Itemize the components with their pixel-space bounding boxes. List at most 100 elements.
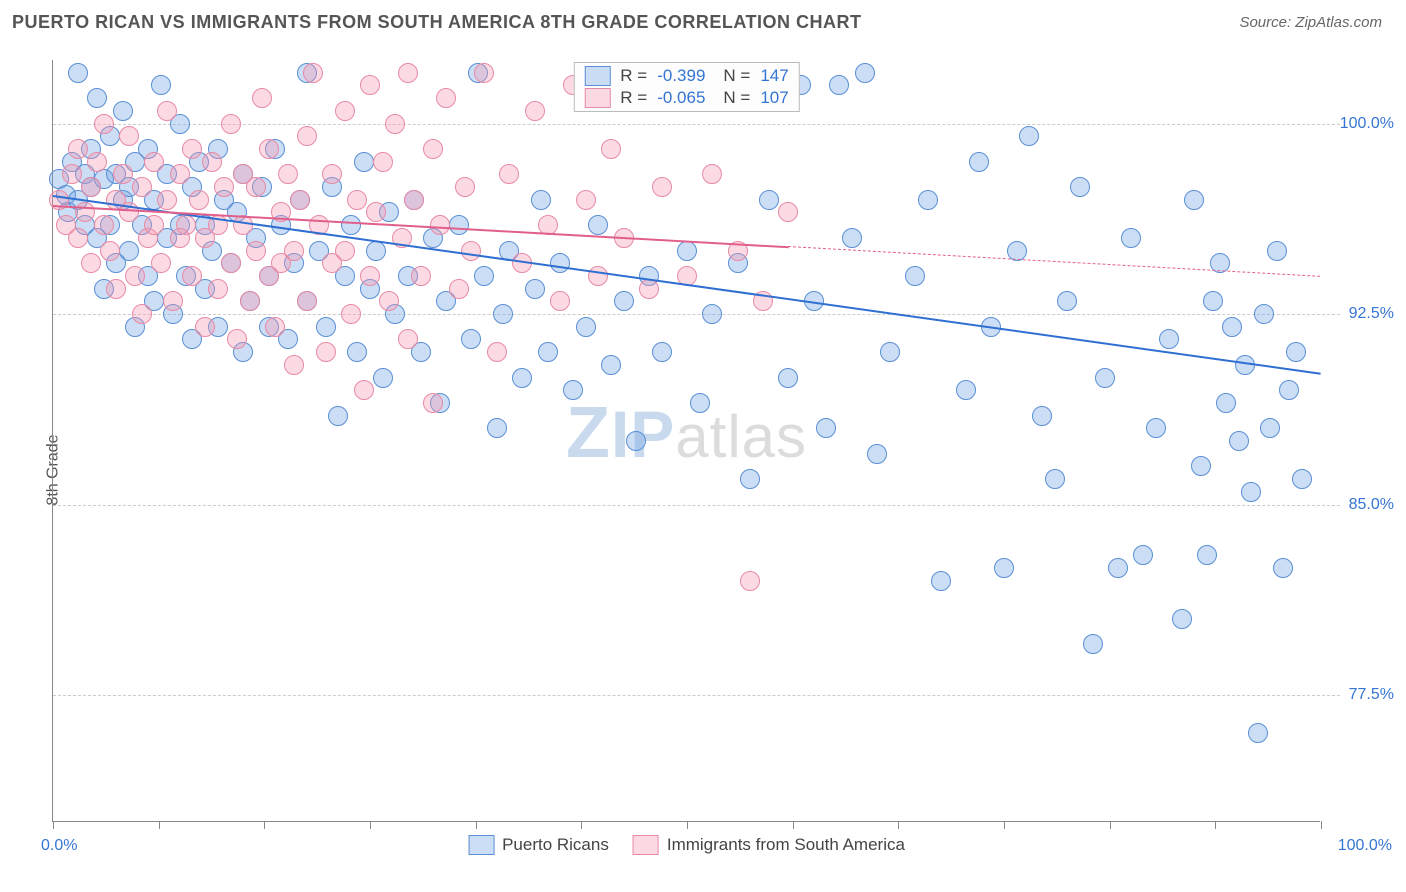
- data-point: [284, 355, 304, 375]
- data-point: [347, 190, 367, 210]
- data-point: [1121, 228, 1141, 248]
- data-point: [385, 114, 405, 134]
- data-point: [398, 329, 418, 349]
- data-point: [132, 177, 152, 197]
- data-point: [880, 342, 900, 362]
- legend-correlation: R =-0.399N =147R =-0.065N =107: [573, 62, 799, 112]
- data-point: [341, 304, 361, 324]
- data-point: [430, 215, 450, 235]
- x-tick: [370, 821, 371, 829]
- data-point: [1032, 406, 1052, 426]
- legend-row: R =-0.065N =107: [584, 87, 788, 109]
- data-point: [1241, 482, 1261, 502]
- chart-title: PUERTO RICAN VS IMMIGRANTS FROM SOUTH AM…: [12, 12, 862, 33]
- data-point: [373, 152, 393, 172]
- data-point: [335, 101, 355, 121]
- data-point: [354, 152, 374, 172]
- data-point: [759, 190, 779, 210]
- data-point: [1286, 342, 1306, 362]
- data-point: [119, 126, 139, 146]
- data-point: [290, 190, 310, 210]
- data-point: [398, 63, 418, 83]
- data-point: [702, 164, 722, 184]
- data-point: [246, 241, 266, 261]
- data-point: [449, 279, 469, 299]
- x-tick: [1110, 821, 1111, 829]
- data-point: [525, 101, 545, 121]
- data-point: [1267, 241, 1287, 261]
- x-tick: [159, 821, 160, 829]
- legend-label: Puerto Ricans: [502, 835, 609, 855]
- legend-swatch: [584, 88, 610, 108]
- data-point: [1229, 431, 1249, 451]
- legend-r-label: R =: [620, 66, 647, 86]
- data-point: [652, 342, 672, 362]
- data-point: [1203, 291, 1223, 311]
- data-point: [189, 190, 209, 210]
- chart-header: PUERTO RICAN VS IMMIGRANTS FROM SOUTH AM…: [0, 0, 1406, 41]
- data-point: [366, 202, 386, 222]
- data-point: [182, 139, 202, 159]
- data-point: [740, 469, 760, 489]
- data-point: [335, 241, 355, 261]
- data-point: [68, 63, 88, 83]
- data-point: [525, 279, 545, 299]
- data-point: [531, 190, 551, 210]
- x-axis-label-left: 0.0%: [41, 837, 77, 855]
- data-point: [125, 266, 145, 286]
- data-point: [284, 241, 304, 261]
- data-point: [1216, 393, 1236, 413]
- data-point: [423, 393, 443, 413]
- data-point: [259, 139, 279, 159]
- data-point: [1133, 545, 1153, 565]
- x-tick: [898, 821, 899, 829]
- legend-swatch: [468, 835, 494, 855]
- data-point: [576, 190, 596, 210]
- trend-line: [788, 246, 1321, 277]
- legend-n-label: N =: [723, 66, 750, 86]
- data-point: [265, 317, 285, 337]
- data-point: [652, 177, 672, 197]
- data-point: [221, 114, 241, 134]
- data-point: [328, 406, 348, 426]
- data-point: [867, 444, 887, 464]
- x-tick: [264, 821, 265, 829]
- data-point: [702, 304, 722, 324]
- data-point: [601, 355, 621, 375]
- data-point: [81, 177, 101, 197]
- y-tick-label: 85.0%: [1349, 496, 1394, 514]
- data-point: [202, 152, 222, 172]
- data-point: [113, 164, 133, 184]
- data-point: [360, 266, 380, 286]
- data-point: [677, 241, 697, 261]
- data-point: [132, 304, 152, 324]
- data-point: [1108, 558, 1128, 578]
- data-point: [182, 266, 202, 286]
- data-point: [455, 177, 475, 197]
- data-point: [316, 342, 336, 362]
- data-point: [347, 342, 367, 362]
- data-point: [341, 215, 361, 235]
- data-point: [969, 152, 989, 172]
- data-point: [1172, 609, 1192, 629]
- data-point: [322, 164, 342, 184]
- x-tick: [1004, 821, 1005, 829]
- data-point: [100, 241, 120, 261]
- data-point: [221, 253, 241, 273]
- data-point: [144, 215, 164, 235]
- data-point: [411, 266, 431, 286]
- data-point: [1019, 126, 1039, 146]
- data-point: [474, 266, 494, 286]
- data-point: [461, 329, 481, 349]
- data-point: [144, 152, 164, 172]
- data-point: [461, 241, 481, 261]
- data-point: [246, 177, 266, 197]
- data-point: [563, 380, 583, 400]
- legend-swatch: [633, 835, 659, 855]
- data-point: [316, 317, 336, 337]
- data-point: [62, 164, 82, 184]
- data-point: [855, 63, 875, 83]
- data-point: [366, 241, 386, 261]
- legend-n-label: N =: [723, 88, 750, 108]
- watermark: ZIPatlas: [566, 391, 807, 473]
